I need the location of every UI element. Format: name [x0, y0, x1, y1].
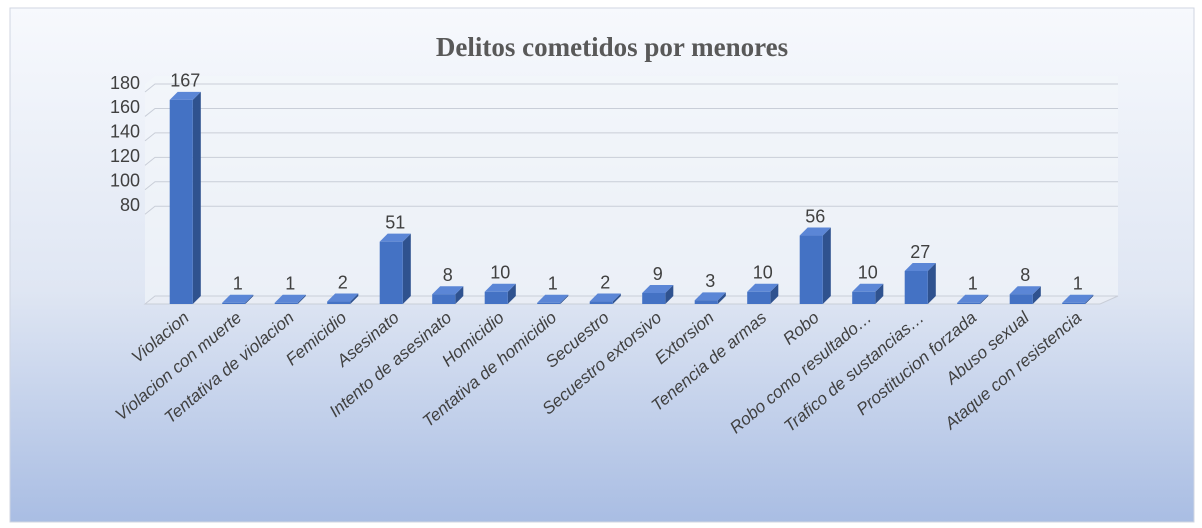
value-label: 167: [170, 71, 200, 91]
bar-top: [432, 286, 464, 295]
grid-line: [144, 156, 1118, 166]
y-tick-label: 140: [110, 122, 140, 142]
bar: [484, 291, 508, 304]
bar: [379, 241, 403, 304]
grid-line: [144, 181, 1118, 191]
bar: [799, 235, 823, 304]
bar-top: [1062, 294, 1094, 303]
bar: [274, 302, 298, 304]
value-label: 3: [705, 271, 715, 291]
bar-side: [402, 233, 411, 304]
bar: [852, 291, 876, 304]
bar-top: [169, 91, 201, 100]
bar-top: [589, 293, 621, 302]
bar: [642, 293, 666, 304]
value-label: 10: [753, 263, 773, 283]
bar-top: [1009, 286, 1041, 295]
bar-side: [875, 283, 884, 304]
bar-top: [904, 263, 936, 271]
bar-top: [799, 227, 831, 236]
bar-top: [694, 292, 726, 301]
value-label: 2: [338, 272, 348, 292]
bar: [1009, 294, 1033, 304]
y-tick-label: 100: [110, 171, 140, 191]
bar-side: [455, 286, 464, 304]
bar: [747, 291, 771, 304]
bar: [327, 301, 351, 304]
bar-side: [297, 294, 306, 304]
value-label: 1: [285, 274, 295, 294]
value-label: 1: [968, 274, 978, 294]
bar-side: [350, 293, 359, 304]
bar: [1062, 302, 1086, 304]
value-label: 9: [653, 264, 663, 284]
bar-side: [1085, 294, 1094, 304]
value-label: 27: [910, 242, 930, 262]
bar: [694, 300, 718, 304]
bar-top: [642, 285, 674, 293]
bar-side: [980, 294, 989, 304]
bar-top: [537, 294, 569, 303]
value-label: 1: [548, 274, 558, 294]
value-label: 1: [233, 274, 243, 294]
grid-line: [144, 107, 1118, 117]
value-label: 10: [490, 263, 510, 283]
bar-side: [822, 227, 831, 304]
grid-line: [144, 205, 1118, 215]
y-tick-label: 160: [110, 97, 140, 117]
bar: [432, 294, 456, 304]
bar-side: [770, 283, 779, 304]
bar: [957, 302, 981, 304]
y-tick-label: 180: [110, 73, 140, 93]
bar: [537, 302, 561, 304]
bar-top: [379, 233, 411, 242]
bar-top: [747, 283, 779, 292]
bar-top: [222, 294, 254, 303]
back-wall: [145, 76, 1118, 304]
grid-line: [144, 83, 1118, 93]
bar-side: [717, 292, 726, 304]
bar-side: [612, 293, 621, 304]
bar-top: [852, 283, 884, 292]
bar-top: [957, 294, 989, 303]
bar-top: [484, 283, 516, 292]
value-label: 51: [385, 212, 405, 232]
bar-side: [665, 285, 674, 304]
value-label: 2: [600, 272, 610, 292]
y-tick-label: 120: [110, 146, 140, 166]
bar: [589, 301, 613, 304]
bar-side: [245, 294, 254, 304]
value-label: 1: [1073, 274, 1083, 294]
bar-side: [560, 294, 569, 304]
bar-side: [192, 91, 201, 304]
value-label: 56: [805, 206, 825, 226]
value-label: 10: [858, 263, 878, 283]
value-label: 8: [1020, 265, 1030, 285]
bar-side: [927, 263, 936, 304]
chart-title: Delitos cometidos por menores: [436, 32, 788, 62]
bar-side: [1032, 286, 1041, 304]
bar: [904, 271, 928, 304]
grid-line: [144, 132, 1118, 142]
bar-top: [327, 293, 359, 302]
bar-side: [507, 283, 516, 304]
bar-top: [274, 294, 306, 303]
bar: [222, 302, 246, 304]
value-label: 8: [443, 265, 453, 285]
bar: [169, 99, 193, 304]
y-tick-label: 80: [120, 195, 140, 215]
